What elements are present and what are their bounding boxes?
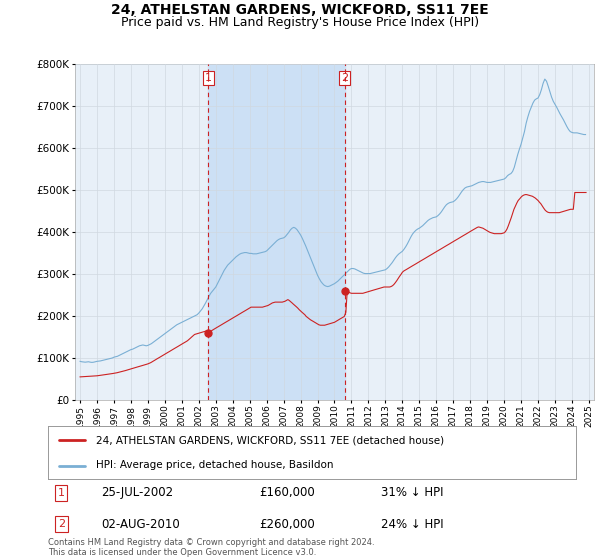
Text: 1: 1 [205,73,212,83]
Bar [208,64,344,400]
Text: 24% ↓ HPI: 24% ↓ HPI [380,517,443,530]
Text: 2: 2 [341,73,348,83]
Text: 24, ATHELSTAN GARDENS, WICKFORD, SS11 7EE (detached house): 24, ATHELSTAN GARDENS, WICKFORD, SS11 7E… [95,436,443,446]
Text: £260,000: £260,000 [259,517,315,530]
Text: 31% ↓ HPI: 31% ↓ HPI [380,486,443,500]
Text: 02-AUG-2010: 02-AUG-2010 [101,517,179,530]
Text: HPI: Average price, detached house, Basildon: HPI: Average price, detached house, Basi… [95,460,333,470]
Text: Contains HM Land Registry data © Crown copyright and database right 2024.
This d: Contains HM Land Registry data © Crown c… [48,538,374,557]
Text: 2: 2 [58,519,65,529]
Text: £160,000: £160,000 [259,486,315,500]
Text: 25-JUL-2002: 25-JUL-2002 [101,486,173,500]
Text: 1: 1 [58,488,65,498]
Text: 24, ATHELSTAN GARDENS, WICKFORD, SS11 7EE: 24, ATHELSTAN GARDENS, WICKFORD, SS11 7E… [111,3,489,17]
Text: Price paid vs. HM Land Registry's House Price Index (HPI): Price paid vs. HM Land Registry's House … [121,16,479,29]
